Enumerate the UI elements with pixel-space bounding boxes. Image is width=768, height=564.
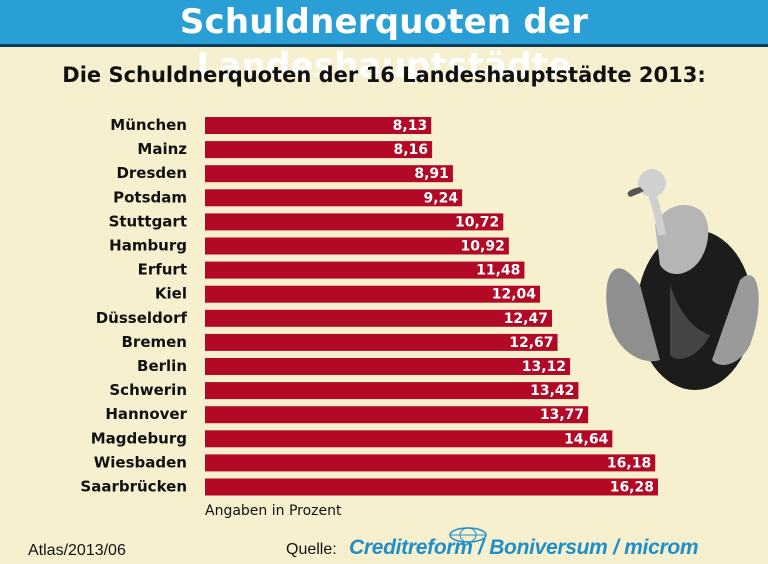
value-label: 8,13 <box>393 118 428 134</box>
category-label: Potsdam <box>113 188 187 206</box>
bar <box>205 189 463 207</box>
value-label: 16,28 <box>610 480 654 496</box>
value-label: 9,24 <box>424 190 459 206</box>
category-label: München <box>110 116 187 134</box>
category-label: Dresden <box>116 164 187 182</box>
value-label: 10,72 <box>455 214 499 230</box>
value-label: 11,48 <box>476 263 520 279</box>
value-label: 12,04 <box>492 287 537 303</box>
bar <box>205 141 433 159</box>
value-label: 14,64 <box>564 431 609 447</box>
category-label: Hamburg <box>109 237 187 255</box>
bar <box>205 261 525 279</box>
bar <box>205 333 558 351</box>
bar <box>205 285 541 303</box>
value-label: 12,67 <box>509 335 553 351</box>
category-label: Magdeburg <box>91 429 187 447</box>
category-label: Berlin <box>137 357 187 375</box>
bar <box>205 358 571 375</box>
value-label: 16,18 <box>607 455 651 471</box>
bar <box>205 213 504 231</box>
category-label: Mainz <box>137 140 187 158</box>
unit-note: Angaben in Prozent <box>205 503 342 519</box>
footer-atlas: Atlas/2013/06 <box>28 542 126 559</box>
category-label: Wiesbaden <box>94 453 187 471</box>
value-label: 8,91 <box>414 166 449 182</box>
bar <box>205 406 589 424</box>
bar <box>205 478 658 496</box>
footer-source-label: Quelle: <box>286 541 337 558</box>
value-label: 12,47 <box>504 311 548 327</box>
category-label: Kiel <box>155 285 187 303</box>
category-label: Erfurt <box>138 261 187 279</box>
category-label: Düsseldorf <box>96 309 188 327</box>
category-label: Hannover <box>105 405 187 423</box>
category-label: Bremen <box>122 333 188 351</box>
bar <box>205 454 656 472</box>
bar <box>205 165 453 183</box>
page-title: Schuldnerquoten der Landeshauptstädte <box>0 0 768 86</box>
header-divider <box>0 44 768 47</box>
category-label: Stuttgart <box>109 212 187 230</box>
chart-title: Die Schuldnerquoten der 16 Landeshauptst… <box>62 63 706 87</box>
bar <box>205 309 552 327</box>
value-label: 10,92 <box>461 239 505 255</box>
value-label: 13,42 <box>530 383 574 399</box>
category-label: Schwerin <box>109 381 187 399</box>
globe-logo-icon <box>449 527 487 543</box>
footer-source-brand: Creditreform / Boniversum / microm <box>349 536 699 559</box>
value-label: 13,12 <box>522 359 566 375</box>
bar <box>205 430 613 448</box>
value-label: 8,16 <box>394 142 429 158</box>
vulture-icon <box>606 169 759 390</box>
bar <box>205 237 509 255</box>
value-label: 13,77 <box>540 407 584 423</box>
category-label: Saarbrücken <box>80 478 187 496</box>
bar <box>205 117 432 134</box>
bar <box>205 382 579 400</box>
